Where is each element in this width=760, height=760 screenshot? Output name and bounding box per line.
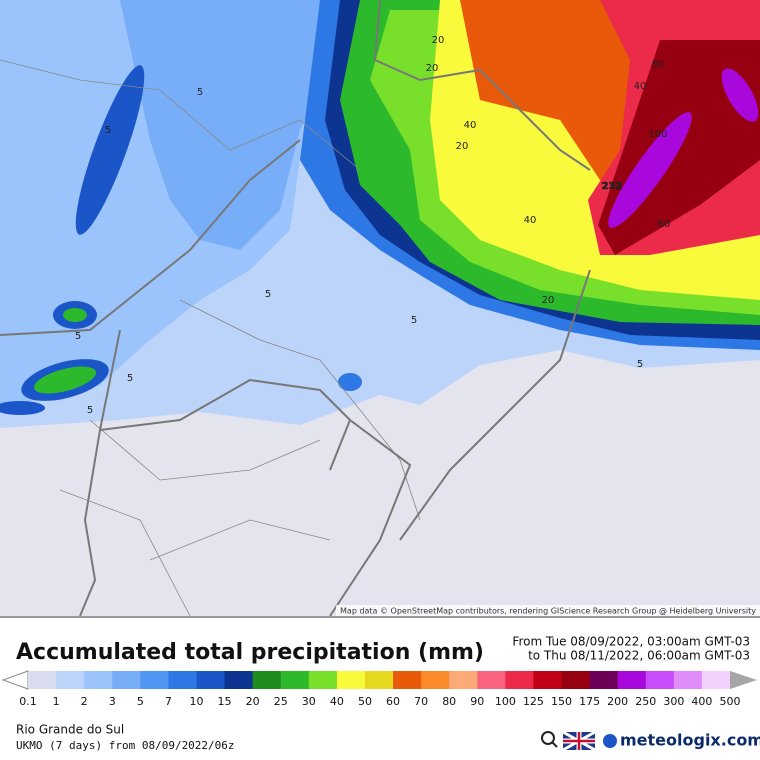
uk-flag[interactable] [562, 730, 596, 752]
contour-label: 5 [411, 315, 417, 326]
legend-swatch [505, 671, 534, 689]
legend-swatch [280, 671, 310, 689]
legend-tick-label: 300 [663, 695, 684, 708]
legend-swatch [336, 671, 366, 689]
hd-icon[interactable] [541, 731, 558, 748]
legend-tick-label: 2 [81, 695, 88, 708]
legend-swatch [84, 671, 113, 689]
contour-label: 40 [634, 81, 647, 92]
contour-label: 60 [658, 219, 671, 230]
legend-swatch [673, 671, 703, 689]
from-date: From Tue 08/09/2022, 03:00am GMT-03 [512, 635, 750, 649]
contour-label: 20 [426, 63, 439, 74]
contour-label: 40 [464, 120, 477, 131]
legend-tick-label: 250 [635, 695, 656, 708]
legend-swatch [645, 671, 675, 689]
legend-tick-label: 175 [579, 695, 600, 708]
legend-swatch [364, 671, 394, 689]
map-attribution: Map data © OpenStreetMap contributors, r… [340, 607, 756, 616]
legend-swatch [561, 671, 591, 689]
contour-label: 232 [602, 181, 623, 192]
contour-label: 5 [105, 125, 111, 136]
legend-tick-label: 25 [274, 695, 288, 708]
contour-label: 5 [127, 373, 133, 384]
chart-title: Accumulated total precipitation (mm) [16, 640, 484, 665]
legend-tick-label: 400 [691, 695, 712, 708]
contour-label: 5 [87, 405, 93, 416]
legend-swatch [168, 671, 197, 689]
legend-over [730, 671, 757, 689]
legend-tick-label: 150 [551, 695, 572, 708]
model-run: UKMO (7 days) from 08/09/2022/06z [16, 739, 235, 752]
legend-tick-label: 3 [109, 695, 116, 708]
legend-tick-label: 200 [607, 695, 628, 708]
contour-label: 20 [456, 141, 469, 152]
contour-label: 40 [524, 215, 537, 226]
map: 20 20 40 40 80 100 232 60 40 20 5 5 5 5 5 5 5 20 5 Map dat… [0, 0, 760, 617]
legend-tick-label: 60 [386, 695, 400, 708]
legend: 0.1 1 2 3 5 7 10 15 20 25 30 40 50 60 70 80 90 100 125 150 1… [1, 670, 757, 708]
legend-tick-label: 70 [414, 695, 428, 708]
brand-logo [603, 734, 617, 748]
legend-under [1, 670, 29, 690]
legend-tick-label: 1 [53, 695, 60, 708]
legend-tick-label: 500 [720, 695, 741, 708]
legend-tick-label: 80 [442, 695, 456, 708]
legend-swatch [252, 671, 282, 689]
legend-swatch [224, 671, 254, 689]
legend-swatch [617, 671, 647, 689]
legend-swatch [589, 671, 619, 689]
legend-tick-label: 100 [495, 695, 516, 708]
contour-label: 5 [197, 87, 203, 98]
legend-swatch [701, 671, 731, 689]
contour-label: 5 [75, 331, 81, 342]
to-date: to Thu 08/11/2022, 06:00am GMT-03 [528, 649, 750, 663]
legend-swatch [28, 671, 57, 689]
contour-label: 5 [265, 289, 271, 300]
legend-swatch [421, 671, 450, 689]
legend-tick-label: 7 [165, 695, 172, 708]
legend-swatch [56, 671, 85, 689]
legend-swatch [449, 671, 478, 689]
contour-label: 80 [652, 59, 665, 70]
legend-tick-label: 40 [330, 695, 344, 708]
legend-tick-label: 15 [218, 695, 232, 708]
legend-swatch [393, 671, 422, 689]
legend-tick-label: 10 [189, 695, 203, 708]
legend-tick-label: 20 [246, 695, 260, 708]
legend-swatch [112, 671, 141, 689]
contour-label: 20 [432, 35, 445, 46]
legend-swatch [140, 671, 169, 689]
legend-tick-label: 5 [137, 695, 144, 708]
region: Rio Grande do Sul [16, 723, 124, 737]
legend-tick-label: 125 [523, 695, 544, 708]
legend-swatch [196, 671, 226, 689]
legend-tick-label: 30 [302, 695, 316, 708]
contour-label: 5 [637, 359, 643, 370]
legend-swatch [533, 671, 563, 689]
brand[interactable]: meteologix.com [620, 731, 760, 750]
legend-swatch [308, 671, 338, 689]
legend-tick-label: 50 [358, 695, 372, 708]
contour-label: 20 [542, 295, 555, 306]
legend-tick-label: 90 [470, 695, 484, 708]
legend-swatch [477, 671, 506, 689]
legend-tick-label: 0.1 [19, 695, 37, 708]
contour-label: 100 [648, 129, 667, 140]
